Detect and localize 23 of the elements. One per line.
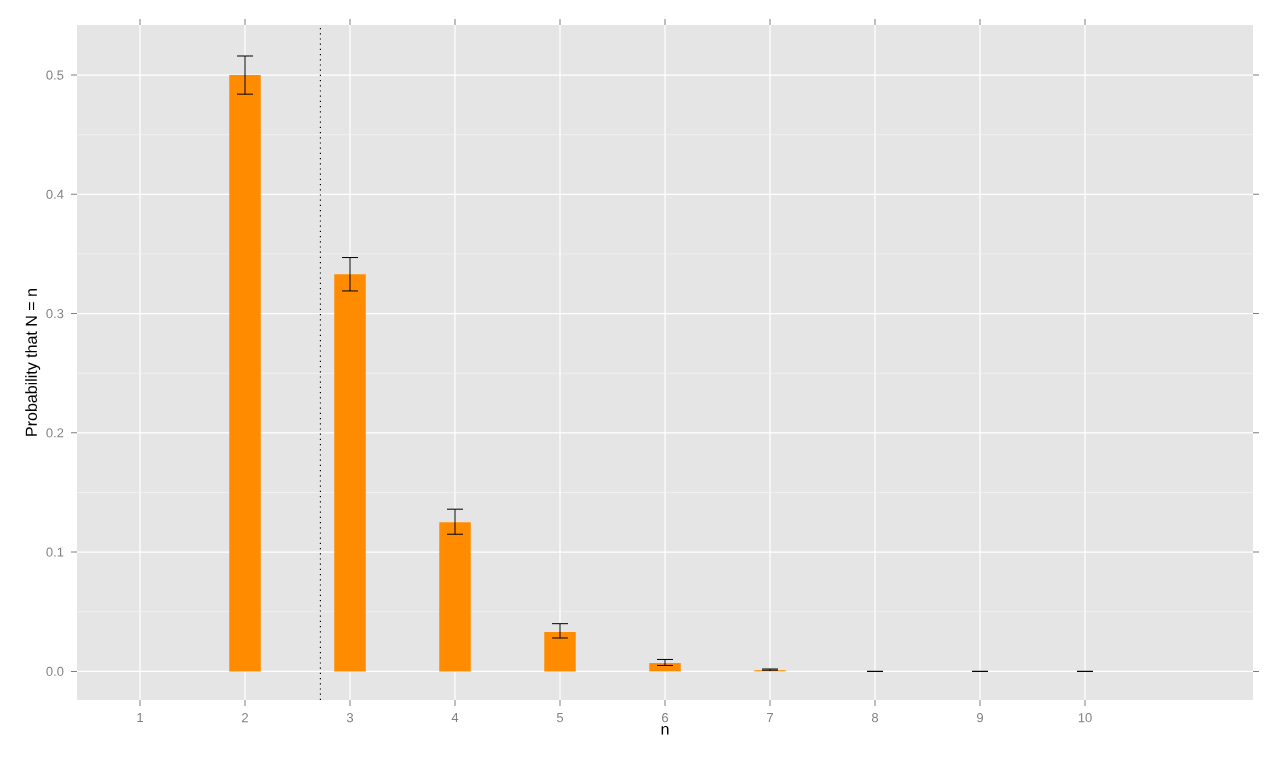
x-tick-label: 1 [137, 713, 143, 723]
y-tick-label: 0.0 [46, 666, 64, 676]
x-tick-label: 5 [556, 713, 564, 723]
x-tick-label: 9 [976, 713, 984, 723]
x-axis-title: n [661, 726, 669, 735]
bar [334, 274, 366, 672]
x-tick-label: 3 [346, 713, 354, 723]
y-tick-label: 0.1 [46, 547, 64, 557]
x-tick-label: 4 [451, 713, 459, 723]
y-tick-label: 0.4 [46, 189, 64, 199]
y-tick-label: 0.3 [46, 309, 64, 319]
x-tick-label: 8 [871, 713, 879, 723]
y-tick-label: 0.2 [46, 428, 64, 438]
y-tick-label: 0.5 [46, 70, 64, 80]
x-tick-label: 6 [662, 713, 669, 723]
bar [544, 632, 576, 672]
x-tick-label: 7 [767, 713, 773, 723]
bar [439, 522, 471, 672]
bar [649, 663, 681, 672]
x-tick-label: 10 [1078, 713, 1092, 723]
x-tick-label: 2 [242, 713, 248, 723]
bar [229, 75, 261, 672]
y-axis-title: Probability that N = n [25, 289, 41, 436]
